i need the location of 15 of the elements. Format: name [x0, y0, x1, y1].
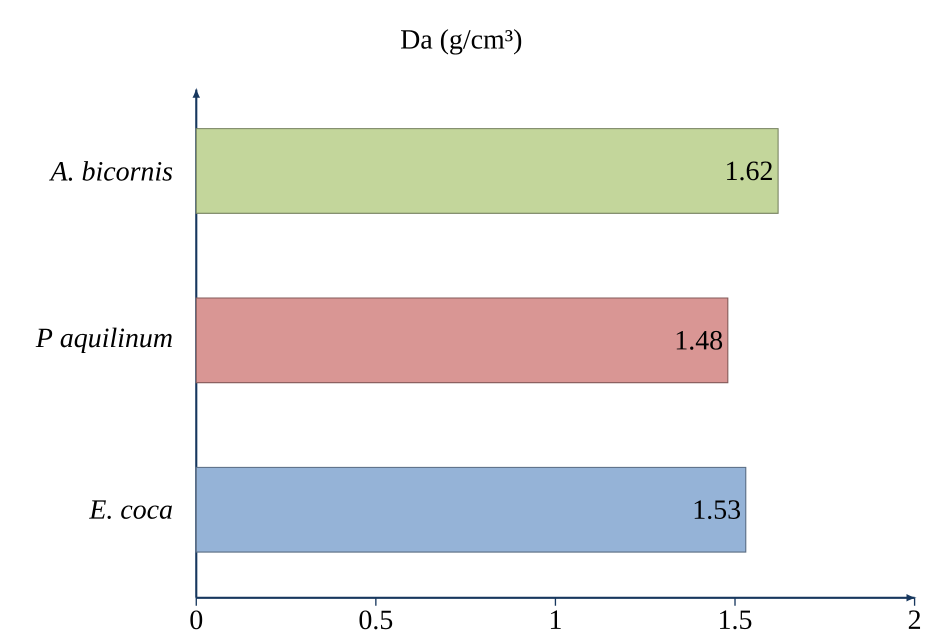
x-tick-label: 1.5 — [720, 610, 752, 630]
data-label: 1.48 — [676, 331, 722, 350]
x-tick-label: 1 — [550, 610, 561, 630]
x-tick-label: 2 — [908, 610, 920, 630]
y-tick-label: A. bicornis — [49, 161, 172, 182]
y-tick-label: P aquilinum — [36, 328, 172, 354]
bar — [196, 467, 746, 553]
x-tick-label: 0.5 — [359, 610, 392, 630]
bar — [196, 298, 728, 384]
bar — [196, 128, 779, 214]
x-tick-label: 0 — [190, 610, 202, 630]
y-tick-label: E. coca — [89, 500, 172, 520]
data-label: 1.62 — [727, 162, 772, 181]
chart-title: Da (g/cm³) — [400, 29, 522, 55]
data-label: 1.53 — [694, 500, 740, 520]
